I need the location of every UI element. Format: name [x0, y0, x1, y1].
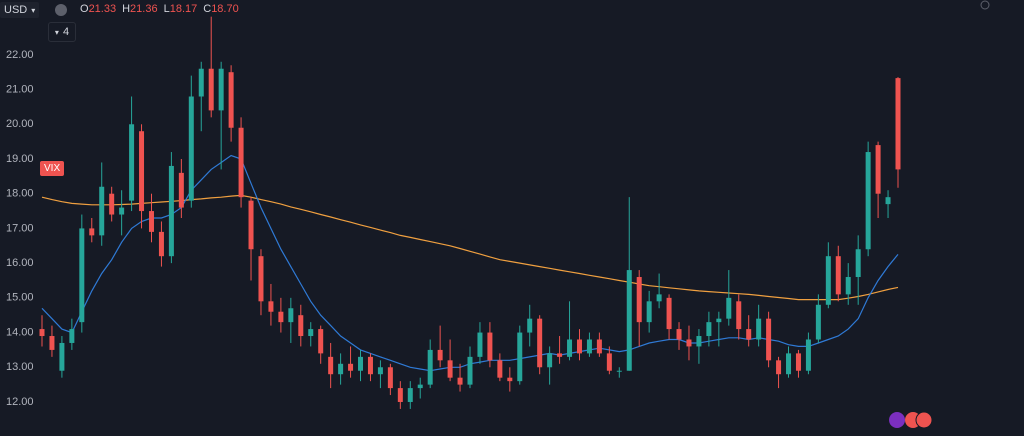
y-tick-label: 13.00 [6, 361, 34, 373]
symbol-tag: VIX [40, 161, 65, 177]
indicator-toggle[interactable]: ▾ 4 [48, 22, 76, 42]
y-tick-label: 16.00 [6, 257, 34, 269]
y-tick-label: 15.00 [6, 292, 34, 304]
settings-icon[interactable] [980, 0, 990, 10]
y-tick-label: 21.00 [6, 83, 34, 95]
ohlc-value: 18.70 [211, 3, 239, 15]
symbol-icon [55, 4, 67, 16]
ohlc-key: L [163, 3, 170, 15]
ohlc-value: 18.17 [169, 3, 198, 15]
ohlc-value: 21.33 [88, 3, 117, 15]
y-tick-label: 17.00 [6, 222, 34, 234]
y-tick-label: 20.00 [6, 118, 34, 130]
y-tick-label: 19.00 [6, 153, 34, 165]
currency-button[interactable]: USD ▾ [0, 2, 40, 18]
currency: USD [4, 4, 28, 16]
y-tick-label: 12.00 [6, 396, 34, 408]
ohlc-key: O [80, 3, 89, 15]
y-tick-label: 22.00 [6, 49, 34, 61]
indicator-count: 4 [62, 26, 70, 38]
ohlc-key: H [122, 3, 131, 15]
y-tick-label: 14.00 [6, 326, 34, 338]
ohlc-value: 21.36 [130, 3, 158, 15]
y-tick-label: 18.00 [6, 188, 34, 200]
symbol-tag-text: VIX [44, 163, 61, 175]
ohlc-key: C [203, 3, 212, 15]
moving-average [41, 194, 899, 301]
event-icon[interactable] [889, 412, 905, 428]
event-icon[interactable] [915, 411, 933, 429]
caret: ▾ [54, 27, 59, 37]
ohlc-legend: O 21.33 H 21.36 L 18.17 C 18.70 [80, 3, 245, 15]
caret: ▾ [31, 5, 36, 15]
